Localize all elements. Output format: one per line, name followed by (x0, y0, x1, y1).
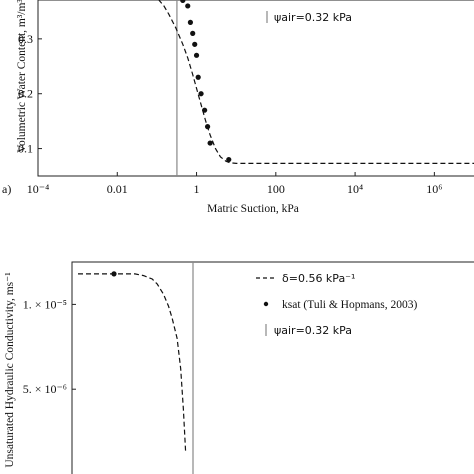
fitted-curve-a (158, 0, 474, 164)
y-tick-label-b: 5. × 10⁻⁶ (23, 382, 67, 396)
x-tick-label-a: 10⁻⁴ (27, 182, 50, 196)
legend-symbol-ksat-b (263, 301, 269, 307)
data-point-a (192, 41, 198, 47)
legend-label-psi-b: ψair=0.32 kPa (274, 324, 352, 337)
y-axis-label-a: Volumetric Water Content, m³/m³ (16, 0, 28, 153)
axes-frame-b (71, 261, 474, 474)
legend-label-ksat-b: ksat (Tuli & Hopmans, 2003) (282, 299, 418, 311)
fitted-curve-b (78, 273, 187, 454)
y-tick-label-a: 0.1 (18, 142, 33, 156)
y-tick-label-b: 1. × 10⁻⁵ (23, 297, 67, 311)
data-point-a (202, 107, 208, 113)
legend-label-delta-b: δ=0.56 kPa⁻¹ (282, 272, 355, 285)
y-axis-label-b: Unsaturated Hydraulic Conductivity, ms⁻¹ (4, 272, 16, 468)
data-point-a (198, 91, 204, 97)
data-point-a (226, 156, 232, 163)
data-point-a (190, 30, 196, 36)
x-tick-label-a: 10⁶ (426, 182, 442, 196)
panel-label-a: a) (2, 182, 11, 196)
legend-label-psi-a: ψair=0.32 kPa (274, 11, 352, 24)
y-tick-label-a: 0.2 (18, 87, 33, 101)
data-point-a (180, 0, 186, 4)
x-axis-label-a: Matric Suction, kPa (207, 203, 299, 215)
data-point-a (187, 19, 194, 25)
x-tick-label-a: 10⁴ (347, 182, 363, 196)
data-point-a (207, 140, 213, 146)
data-point-a (185, 3, 191, 9)
data-point-a (193, 52, 200, 58)
data-point-b (111, 271, 117, 277)
x-tick-label-a: 1 (194, 182, 200, 196)
data-point-a (204, 124, 211, 130)
data-point-a (195, 74, 201, 80)
x-tick-label-a: 100 (267, 182, 285, 196)
x-tick-label-a: 0.01 (107, 182, 128, 196)
y-tick-label-a: 0.3 (18, 32, 33, 46)
axes-frame-a (37, 0, 474, 177)
